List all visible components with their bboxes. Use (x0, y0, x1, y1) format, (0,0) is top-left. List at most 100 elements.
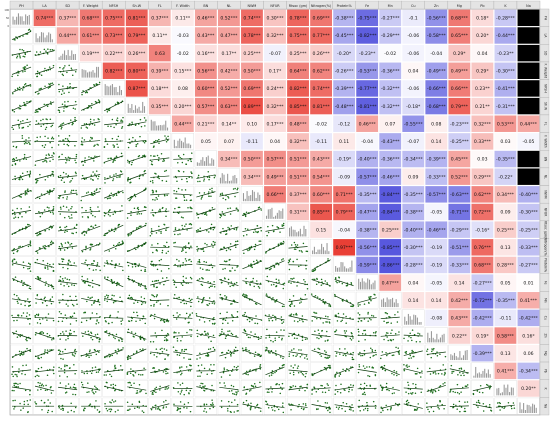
correlation-label: 0.75*** (289, 33, 307, 39)
panel-15-20: -0.27*** (471, 274, 494, 291)
correlation-cell (448, 133, 471, 150)
scatter-point (89, 208, 92, 211)
scatter-point (114, 367, 117, 369)
correlation-label: -0.23** (497, 51, 514, 57)
scatter-point (229, 330, 231, 332)
panel-5-3 (79, 97, 102, 115)
scatter-point (16, 37, 19, 40)
panel-6-2 (56, 115, 79, 133)
correlation-label: -0.27*** (473, 280, 492, 286)
scatter-point (26, 298, 29, 300)
panel-7-2 (56, 133, 79, 150)
scatter-point (229, 285, 231, 288)
scatter-point (12, 279, 15, 281)
correlation-label: -0.30*** (404, 245, 423, 251)
scatter-point (274, 339, 277, 342)
panel-5-9: 0.63*** (217, 97, 240, 115)
scatter-point (128, 162, 131, 164)
trend-line (11, 101, 32, 111)
scatter-point (371, 349, 373, 351)
panel-13-16: -0.85*** (379, 239, 402, 256)
scatter-point (103, 374, 106, 376)
panel-18-17 (402, 327, 425, 344)
scatter-point (62, 85, 64, 87)
scatter-point (290, 282, 292, 284)
scatter-point (273, 266, 276, 268)
scatter-point (280, 329, 282, 331)
scatter-point (127, 355, 130, 357)
scatter-point (200, 382, 202, 385)
panel-16-0 (10, 291, 33, 309)
scatter-point (386, 312, 389, 315)
scatter-point (62, 74, 65, 77)
scatter-point (109, 175, 111, 177)
scatter-point (233, 366, 236, 368)
scatter-point (320, 355, 323, 357)
trend-line (35, 122, 55, 125)
scatter-point (328, 389, 330, 391)
scatter-point (235, 281, 238, 284)
scatter-point (95, 268, 97, 271)
scatter-point (154, 155, 156, 157)
scatter-point (106, 355, 108, 358)
scatter-point (90, 156, 92, 159)
scatter-point (388, 389, 390, 392)
scatter-point (52, 211, 54, 213)
scatter-point (315, 390, 318, 393)
histogram-bar (165, 120, 167, 131)
scatter-point (183, 357, 185, 359)
scatter-point (93, 124, 96, 126)
panel-20-14 (333, 362, 356, 380)
scatter-point (151, 189, 154, 192)
scatter-point (334, 376, 336, 378)
scatter-point (52, 241, 54, 244)
scatter-point (71, 206, 73, 208)
scatter-point (114, 366, 116, 368)
scatter-point (118, 263, 121, 265)
scatter-point (110, 384, 112, 386)
correlation-cell (102, 44, 125, 62)
panel-20-1 (33, 362, 56, 380)
trend-line (334, 279, 354, 287)
scatter-point (60, 357, 62, 360)
histogram-bar (434, 339, 436, 343)
scatter-point (51, 339, 53, 341)
panel-15-4 (102, 274, 125, 291)
panel-18-12 (286, 327, 310, 344)
scatter-point (409, 388, 412, 391)
scatter-point (178, 354, 181, 356)
scatter-point (112, 160, 115, 162)
scatter-point (268, 352, 270, 354)
scatter-point (411, 393, 413, 395)
correlation-cell (379, 274, 402, 291)
scatter-point (16, 250, 18, 253)
scatter-point (303, 278, 305, 281)
trend-line (242, 243, 262, 251)
scatter-point (350, 339, 353, 341)
scatter-point (442, 364, 444, 366)
histogram-bar (104, 84, 106, 96)
scatter-point (348, 388, 351, 391)
scatter-point (224, 267, 226, 270)
scatter-point (90, 191, 93, 194)
panel-19-14 (333, 344, 356, 362)
scatter-point (237, 365, 239, 368)
scatter-point (188, 247, 191, 250)
trend-line (11, 332, 32, 339)
histogram-bar (368, 279, 371, 290)
scatter-point (292, 373, 295, 376)
correlation-cell (379, 221, 402, 238)
trend-line (357, 352, 377, 355)
scatter-point (184, 247, 187, 250)
scatter-point (288, 335, 290, 337)
correlation-cell (356, 80, 379, 97)
scatter-point (278, 281, 280, 284)
scatter-point (208, 286, 211, 289)
scatter-point (11, 373, 13, 375)
scatter-point (120, 152, 123, 155)
trend-line (11, 66, 32, 75)
scatter-point (94, 366, 97, 368)
scatter-point (19, 107, 22, 110)
scatter-point (26, 312, 28, 314)
panel-21-5 (125, 380, 148, 397)
